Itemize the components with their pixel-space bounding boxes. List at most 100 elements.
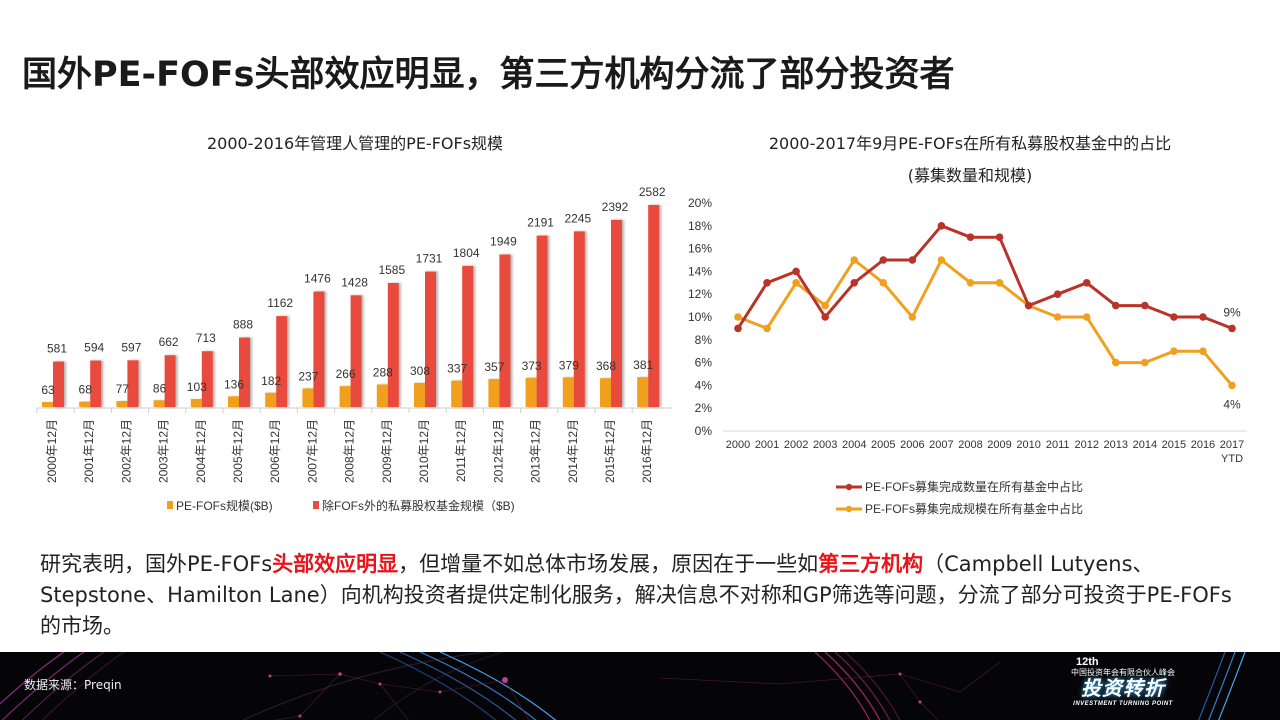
data-point	[1024, 301, 1033, 310]
x-tick-label: 2011年12月	[454, 419, 468, 482]
x-tick-label: 2012	[1074, 439, 1098, 451]
x-tick-label: 2008	[958, 439, 982, 451]
data-point	[937, 222, 946, 230]
bar-pe-fofs	[637, 377, 649, 407]
legend-swatch-other-pe	[313, 501, 319, 509]
end-label-count: 9%	[1223, 305, 1241, 319]
bar-pe-fofs	[414, 382, 425, 407]
data-label-other-pe: 1428	[341, 275, 368, 289]
x-tick-label: 2000	[726, 439, 750, 451]
data-source-label: 数据来源：Preqin	[24, 678, 122, 692]
data-point	[879, 279, 888, 287]
logo-line-4: INVESTMENT TURNING POINT	[1073, 701, 1173, 707]
x-tick-label: 2014	[1133, 439, 1157, 451]
data-label-other-pe: 2191	[527, 216, 554, 230]
bar-pe-fofs	[451, 380, 463, 407]
x-tick-label: 2000年12月	[45, 419, 59, 483]
bar-other-pe	[536, 235, 548, 407]
bar-other-pe	[53, 361, 64, 407]
data-point	[850, 279, 859, 287]
bar-pe-fofs	[42, 402, 53, 407]
bar-other-pe	[127, 360, 139, 407]
data-point	[908, 313, 917, 321]
bar-pe-fofs	[116, 400, 128, 407]
data-point	[850, 256, 859, 264]
right-chart-title: 2000-2017年9月PE-FOFs在所有私募股权基金中的占比	[768, 134, 1172, 153]
legend-label-pe-fofs: PE-FOFs规模($B)	[176, 498, 273, 513]
bar-pe-fofs	[339, 386, 351, 407]
data-label-pe-fofs: 337	[447, 362, 467, 376]
data-point	[1141, 301, 1149, 310]
logo-line-2: 中国投资年会有限合伙人峰会	[1071, 668, 1175, 677]
data-point	[995, 233, 1004, 241]
y-tick-label: 16%	[688, 242, 712, 256]
page-title: 国外PE-FOFs头部效应明显，第三方机构分流了部分投资者	[22, 55, 955, 95]
y-tick-label: 6%	[695, 356, 713, 370]
data-label-pe-fofs: 77	[116, 382, 130, 396]
y-tick-label: 8%	[695, 333, 713, 347]
x-tick-sublabel: YTD	[1221, 453, 1243, 465]
legend-marker	[845, 483, 853, 491]
x-tick-label: 2013年12月	[529, 419, 543, 483]
bar-other-pe	[648, 205, 660, 407]
x-tick-label: 2013	[1104, 439, 1128, 451]
event-logo: 12th 中国投资年会有限合伙人峰会 投资转折 INVESTMENT TURNI…	[1068, 656, 1178, 716]
x-tick-label: 2001	[755, 439, 779, 451]
data-label-pe-fofs: 381	[633, 358, 653, 372]
x-tick-label: 2011	[1046, 439, 1070, 451]
data-point	[908, 256, 917, 264]
data-point	[1024, 301, 1033, 310]
bar-pe-fofs	[376, 384, 388, 407]
x-tick-label: 2010	[1016, 439, 1040, 451]
data-label-pe-fofs: 136	[224, 377, 244, 391]
x-tick-label: 2017	[1220, 439, 1244, 451]
data-point	[966, 233, 975, 241]
body-paragraph: 研究表明，国外PE-FOFs头部效应明显，但增量不如总体市场发展，原因在于一些如…	[40, 549, 1250, 642]
data-label-other-pe: 2392	[602, 200, 629, 214]
footer-banner: 数据来源：Preqin 12th 中国投资年会有限合伙人峰会 投资转折 INVE…	[0, 652, 1280, 720]
data-label-pe-fofs: 308	[410, 364, 430, 378]
data-point	[1082, 279, 1091, 287]
bar-other-pe	[425, 271, 436, 407]
legend-marker	[845, 505, 853, 513]
data-point	[763, 279, 771, 287]
y-tick-label: 2%	[695, 401, 713, 415]
y-tick-label: 12%	[688, 287, 712, 301]
bar-other-pe	[313, 291, 325, 407]
data-point	[1082, 313, 1091, 321]
x-tick-label: 2014年12月	[566, 419, 580, 483]
data-point	[821, 301, 829, 310]
y-tick-label: 20%	[688, 196, 712, 210]
body-text-2: ，但增量不如总体市场发展，原因在于一些如	[398, 552, 819, 576]
data-point	[734, 313, 742, 321]
data-label-other-pe: 594	[84, 341, 104, 355]
data-point	[1228, 324, 1236, 333]
data-label-pe-fofs: 63	[41, 383, 55, 397]
legend-label-other-pe: 除FOFs外的私募股权基金规模（$B)	[322, 498, 515, 513]
data-label-pe-fofs: 68	[79, 383, 93, 397]
data-point	[937, 256, 946, 264]
data-point	[1111, 301, 1120, 310]
legend-label: PE-FOFs募集完成数量在所有基金中占比	[865, 479, 1083, 494]
data-point	[1228, 381, 1236, 390]
x-tick-label: 2010年12月	[417, 419, 431, 483]
data-label-other-pe: 713	[196, 331, 216, 345]
data-label-other-pe: 662	[159, 335, 179, 349]
logo-line-3: 投资转折	[1081, 678, 1165, 700]
data-point	[1053, 313, 1062, 321]
bar-other-pe	[276, 316, 288, 407]
x-tick-label: 2008年12月	[343, 419, 357, 483]
data-point	[1141, 358, 1149, 367]
data-label-pe-fofs: 86	[153, 381, 167, 395]
bar-pe-fofs	[228, 396, 239, 407]
bar-pe-fofs	[562, 377, 574, 407]
data-label-other-pe: 1731	[416, 252, 443, 266]
x-tick-label: 2002	[784, 439, 808, 451]
bar-pe-fofs	[79, 401, 91, 407]
x-tick-label: 2005	[871, 439, 895, 451]
data-point	[1170, 347, 1178, 356]
right-chart-subtitle: (募集数量和规模)	[907, 166, 1033, 185]
bar-other-pe	[462, 265, 474, 407]
data-label-pe-fofs: 103	[187, 380, 207, 394]
x-tick-label: 2002年12月	[119, 419, 133, 483]
